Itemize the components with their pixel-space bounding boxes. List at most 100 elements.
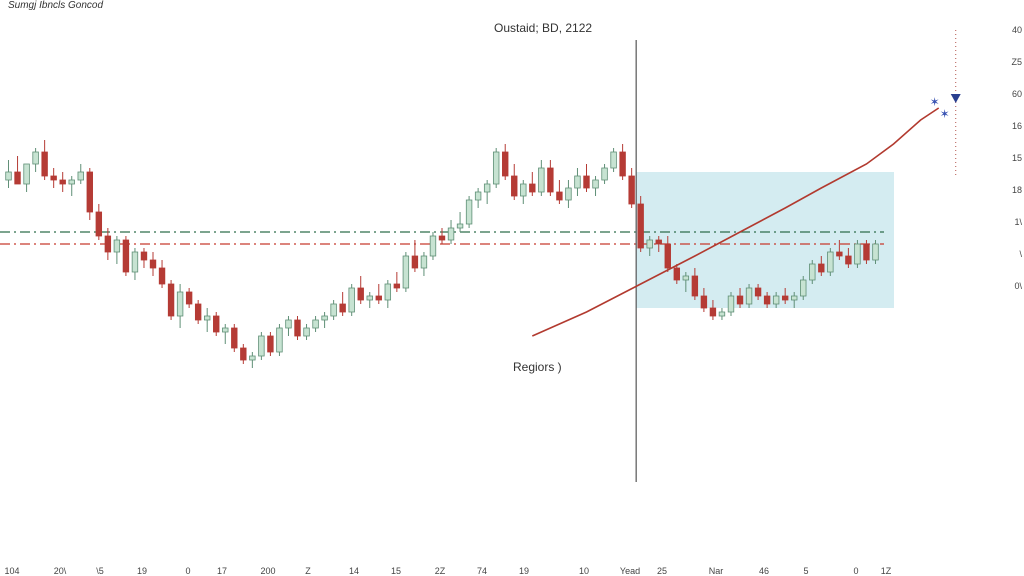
candle-body-49 bbox=[447, 227, 455, 241]
x-tick-label-8: 14 bbox=[349, 566, 359, 576]
candle-body-9 bbox=[86, 171, 93, 213]
candle-body-0 bbox=[5, 171, 12, 181]
candle-body-33 bbox=[303, 327, 310, 337]
x-tick-label-1: 20\ bbox=[54, 566, 67, 576]
y-tick-label-7: \ bbox=[1019, 249, 1022, 259]
candle-body-28 bbox=[258, 335, 265, 357]
candle-body-86 bbox=[781, 295, 789, 301]
candle-body-77 bbox=[700, 295, 708, 309]
candle-body-35 bbox=[321, 315, 328, 321]
candle-body-65 bbox=[592, 179, 599, 189]
candle-body-50 bbox=[456, 223, 464, 229]
candle-body-31 bbox=[285, 319, 292, 329]
candle-body-57 bbox=[520, 183, 527, 197]
candle-body-22 bbox=[203, 315, 211, 321]
candle-body-18 bbox=[167, 283, 175, 317]
candle-body-60 bbox=[547, 167, 554, 193]
candle-body-41 bbox=[375, 295, 382, 301]
candle-body-80 bbox=[727, 295, 735, 313]
candle-body-73 bbox=[664, 243, 671, 269]
moving-average-line bbox=[531, 107, 940, 337]
candle-body-4 bbox=[41, 151, 48, 177]
down-arrow-marker bbox=[950, 94, 961, 103]
x-tick-label-12: 19 bbox=[519, 566, 529, 576]
candle-body-67 bbox=[610, 151, 617, 169]
x-tick-label-14: Yead bbox=[620, 566, 640, 576]
candle-body-72 bbox=[655, 239, 662, 245]
candle-body-47 bbox=[429, 235, 437, 257]
candle-body-53 bbox=[483, 183, 491, 193]
x-tick-label-13: 10 bbox=[579, 566, 589, 576]
zone-rect bbox=[636, 172, 894, 308]
candle-body-46 bbox=[420, 255, 428, 269]
candle-body-8 bbox=[77, 171, 84, 181]
candle-body-10 bbox=[95, 211, 103, 237]
y-tick-label-1: Z5 bbox=[1011, 57, 1022, 67]
candle-body-40 bbox=[366, 295, 373, 301]
vertical-marker-lines bbox=[635, 30, 957, 482]
moving-average bbox=[531, 107, 940, 337]
candle-body-56 bbox=[511, 175, 518, 197]
candle-body-13 bbox=[122, 239, 130, 273]
candle-body-68 bbox=[619, 151, 626, 177]
candle-body-74 bbox=[673, 267, 681, 281]
x-tick-label-0: 104 bbox=[4, 566, 19, 576]
region-label: Regiors ) bbox=[513, 360, 562, 374]
candle-body-83 bbox=[754, 287, 762, 297]
candle-body-44 bbox=[402, 255, 410, 289]
x-tick-label-16: Nar bbox=[709, 566, 724, 576]
candles bbox=[5, 140, 879, 368]
x-tick-label-19: 0 bbox=[853, 566, 858, 576]
candle-body-75 bbox=[682, 275, 690, 281]
candle-body-96 bbox=[872, 243, 879, 261]
x-tick-label-20: 1Z bbox=[881, 566, 892, 576]
candle-body-21 bbox=[194, 303, 202, 321]
candle-body-7 bbox=[68, 179, 75, 185]
candle-body-61 bbox=[556, 191, 563, 201]
candle-body-70 bbox=[637, 203, 644, 249]
candle-body-58 bbox=[529, 183, 536, 193]
candle-body-51 bbox=[465, 199, 473, 225]
candle-body-30 bbox=[276, 327, 283, 353]
candle-body-32 bbox=[294, 319, 301, 337]
chart-title: Sumgj Ibncls Goncod bbox=[8, 0, 104, 11]
candle-body-48 bbox=[438, 235, 446, 241]
candle-body-88 bbox=[800, 279, 807, 297]
candle-body-29 bbox=[267, 335, 274, 353]
y-tick-label-2: 60 bbox=[1012, 89, 1022, 99]
candle-body-81 bbox=[736, 295, 744, 305]
candle-body-2 bbox=[23, 163, 30, 185]
candle-body-11 bbox=[104, 235, 112, 253]
candle-body-23 bbox=[213, 315, 220, 333]
candle-body-85 bbox=[772, 295, 780, 305]
x-tick-label-15: 25 bbox=[657, 566, 667, 576]
markers: ✶✶ bbox=[930, 94, 961, 121]
candle-body-69 bbox=[628, 175, 635, 205]
candle-body-14 bbox=[131, 251, 139, 273]
candle-body-59 bbox=[538, 167, 545, 193]
candle-body-64 bbox=[583, 175, 590, 189]
candle-body-95 bbox=[863, 243, 870, 261]
x-axis-ticks: 104 20\ \5 19 0 17 200 Z 14 15 2Z 74 19 10 Yead 25 Nar 46… bbox=[4, 566, 891, 576]
candle-body-93 bbox=[845, 255, 852, 265]
x-tick-label-6: 200 bbox=[260, 566, 275, 576]
candle-body-1 bbox=[14, 171, 21, 185]
candle-body-27 bbox=[249, 355, 256, 361]
candle-body-19 bbox=[176, 291, 184, 317]
candle-body-55 bbox=[502, 151, 509, 177]
candle-body-15 bbox=[140, 251, 148, 261]
x-tick-label-2: \5 bbox=[96, 566, 104, 576]
candle-body-92 bbox=[836, 251, 843, 257]
candle-body-26 bbox=[240, 347, 247, 361]
candle-body-39 bbox=[357, 287, 364, 301]
x-tick-label-7: Z bbox=[305, 566, 311, 576]
x-tick-label-10: 2Z bbox=[435, 566, 446, 576]
candle-body-90 bbox=[818, 263, 825, 273]
candle-body-62 bbox=[565, 187, 572, 201]
candle-body-76 bbox=[691, 275, 699, 297]
candle-body-66 bbox=[601, 167, 608, 181]
candle-body-89 bbox=[809, 263, 816, 281]
candle-body-37 bbox=[339, 303, 346, 313]
candle-body-36 bbox=[330, 303, 337, 317]
